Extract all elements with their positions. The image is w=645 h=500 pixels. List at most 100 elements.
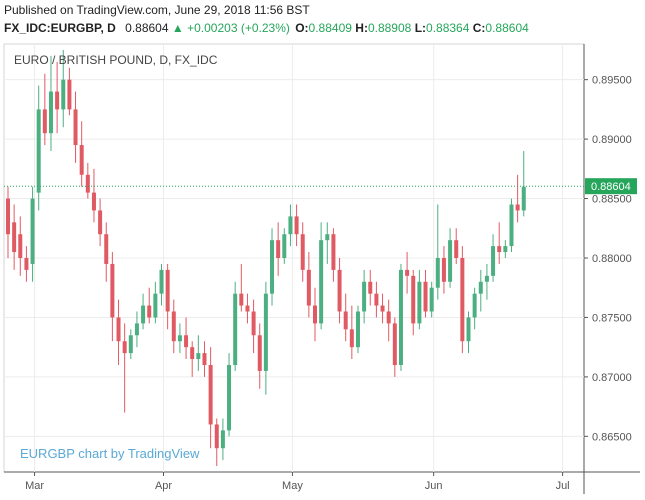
candle-body [429, 287, 434, 312]
candle-body [159, 269, 164, 294]
y-tick-label: 0.87000 [592, 372, 632, 384]
candle-body [85, 174, 90, 193]
candle-body [282, 234, 287, 258]
candle-body [227, 365, 232, 431]
candle-body [122, 341, 127, 354]
candle-body [337, 269, 342, 312]
candle-body [214, 424, 219, 449]
symbol-label: FX_IDC:EURGBP, D [4, 21, 116, 35]
low-label: L: [414, 21, 427, 35]
high-value: 0.88908 [367, 21, 412, 35]
candle-body [411, 275, 416, 324]
last-price-badge-text: 0.88604 [591, 181, 631, 193]
candle-body [460, 258, 465, 342]
candle-body [294, 216, 299, 235]
candle-body [30, 198, 35, 264]
candle-body [386, 311, 391, 324]
candle-body [441, 258, 446, 282]
y-tick-label: 0.86500 [592, 431, 632, 443]
candle-body [515, 204, 520, 211]
candle-body [220, 430, 225, 449]
candle-body [128, 335, 133, 354]
candle-body [484, 275, 489, 282]
candle-body [472, 293, 477, 318]
candle-body [300, 234, 305, 270]
candle-body [306, 269, 311, 306]
candle-body [288, 216, 293, 235]
candle-body [12, 222, 17, 253]
candle-body [349, 329, 354, 348]
candle-body [423, 281, 428, 312]
candle-body [55, 91, 60, 110]
candle-body [104, 234, 109, 264]
candle-body [245, 305, 250, 312]
candle-body [448, 240, 453, 282]
candle-body [165, 269, 170, 312]
candle-body [91, 192, 96, 211]
candle-body [392, 323, 397, 365]
candle-body [263, 293, 268, 371]
candle-body [208, 365, 213, 425]
close-value: 0.88604 [485, 21, 529, 35]
candle-body [116, 317, 121, 342]
x-tick-label: Apr [155, 480, 172, 492]
candle-body [319, 240, 324, 324]
y-tick-label: 0.88000 [592, 253, 632, 265]
candle-body [497, 246, 502, 253]
candle-body [374, 293, 379, 306]
y-tick-label: 0.88500 [592, 194, 632, 206]
candle-body [67, 79, 72, 110]
y-tick-label: 0.89500 [592, 75, 632, 87]
candle-body [368, 281, 373, 294]
candle-body [177, 335, 182, 342]
candle-body [454, 240, 459, 258]
candle-body [61, 79, 66, 110]
up-arrow-icon: ▲ [171, 21, 184, 35]
candle-body [491, 246, 496, 276]
candle-body [276, 240, 281, 258]
y-tick-label: 0.89000 [592, 134, 632, 146]
chart-title: EURO / BRITISH POUND, D, FX_IDC [14, 53, 218, 67]
candle-body [153, 293, 158, 318]
candle-body [478, 281, 483, 294]
candle-body [202, 353, 207, 365]
candle-body [380, 305, 385, 312]
open-label: O: [295, 21, 309, 35]
candle-body [184, 335, 189, 348]
candle-body [503, 246, 508, 253]
open-value: 0.88409 [308, 21, 352, 35]
x-tick-label: Jul [556, 480, 570, 492]
candle-body [6, 198, 10, 235]
x-tick-label: May [282, 480, 303, 492]
candle-body [521, 186, 526, 211]
candle-body [417, 281, 422, 324]
published-text: Published on TradingView.com, June 29, 2… [4, 3, 310, 17]
candle-body [233, 293, 238, 365]
candle-body [110, 263, 115, 318]
candle-body [73, 109, 78, 146]
candle-body [509, 204, 514, 247]
candle-body [196, 353, 201, 360]
candle-body [48, 91, 53, 134]
candle-body [171, 311, 176, 342]
candle-body [141, 305, 146, 324]
candle-body [405, 269, 410, 276]
candle-body [325, 234, 330, 241]
candle-body [98, 210, 103, 235]
close-label: C: [472, 21, 486, 35]
candle-body [134, 323, 139, 336]
change-value: +0.00203 (+0.23%) [187, 21, 290, 35]
candle-body [251, 311, 256, 336]
high-label: H: [355, 21, 368, 35]
candle-body [36, 109, 41, 193]
last-price: 0.88604 [125, 21, 169, 35]
candle-body [79, 145, 84, 175]
candle-body [270, 240, 275, 294]
x-tick-label: Mar [25, 480, 44, 492]
candle-body [466, 317, 471, 342]
watermark: EURGBP chart by TradingView [20, 446, 200, 461]
candle-body [362, 281, 367, 312]
candle-body [24, 258, 29, 270]
candle-body [42, 109, 47, 134]
